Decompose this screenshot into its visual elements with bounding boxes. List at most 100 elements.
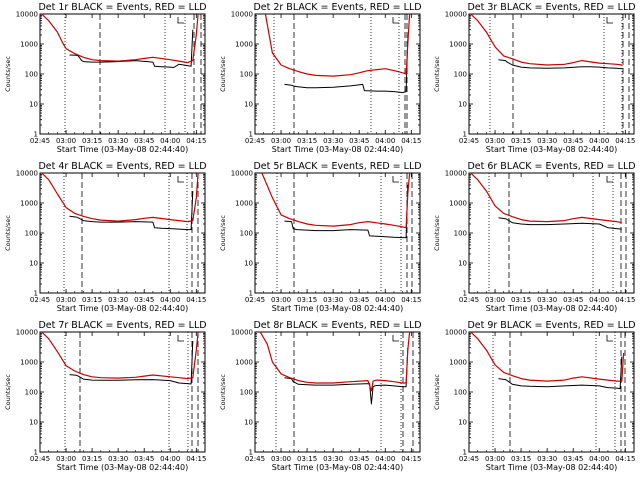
corner-marker	[392, 17, 399, 24]
x-axis-label: Start Time (03-May-08 02:44:40)	[486, 463, 617, 472]
chart-title: Det 4r BLACK = Events, RED = LLD	[38, 161, 206, 172]
y-tick-label: 10000	[445, 11, 467, 19]
y-tick-label: 1000	[235, 41, 253, 49]
events-series-line	[284, 38, 409, 94]
x-tick-label: 03:00	[271, 455, 291, 463]
lld-series-line	[41, 13, 199, 64]
y-axis-label: Counts/sec	[219, 374, 227, 410]
chart-title: Det 6r BLACK = Events, RED = LLD	[467, 161, 635, 172]
x-tick-label: 03:45	[563, 455, 583, 463]
corner-marker	[606, 335, 613, 342]
events-series-line	[69, 191, 194, 231]
x-axis-label: Start Time (03-May-08 02:44:40)	[272, 463, 403, 472]
x-axis-label: Start Time (03-May-08 02:44:40)	[272, 145, 403, 154]
x-tick-label: 03:45	[349, 137, 369, 145]
y-tick-label: 10000	[231, 170, 253, 178]
chart-panel-9: Det 9r BLACK = Events, RED = LLD 1 10 100 10…	[433, 320, 636, 472]
x-tick-label: 02:45	[30, 137, 50, 145]
y-tick-label: 1	[463, 449, 467, 457]
y-tick-label: 10	[458, 419, 467, 427]
x-tick-label: 03:45	[134, 137, 154, 145]
corner-marker	[392, 176, 399, 183]
x-tick-label: 04:00	[160, 296, 180, 304]
x-tick-label: 03:30	[323, 137, 343, 145]
plot-frame	[39, 172, 206, 294]
y-tick-label: 100	[25, 230, 38, 238]
plot-frame	[468, 13, 635, 135]
corner-marker	[606, 176, 613, 183]
x-tick-label: 03:00	[56, 296, 76, 304]
events-series-line	[498, 356, 623, 390]
y-tick-label: 1000	[20, 41, 38, 49]
y-tick-label: 1000	[449, 200, 467, 208]
y-axis-label: Counts/sec	[219, 56, 227, 92]
x-tick-label: 04:00	[589, 455, 609, 463]
y-tick-label: 1	[463, 290, 467, 298]
y-tick-label: 1	[249, 449, 253, 457]
chart-panel-3: Det 3r BLACK = Events, RED = LLD 1 10 100 10…	[433, 2, 636, 154]
x-tick-label: 03:45	[134, 455, 154, 463]
y-tick-label: 10	[29, 101, 38, 109]
plot-frame	[468, 172, 635, 294]
y-tick-label: 100	[454, 71, 467, 79]
y-tick-label: 100	[240, 71, 253, 79]
x-tick-label: 03:15	[297, 137, 317, 145]
chart-title: Det 8r BLACK = Events, RED = LLD	[253, 320, 421, 331]
x-tick-label: 03:30	[537, 137, 557, 145]
x-tick-label: 04:15	[401, 296, 421, 304]
x-tick-label: 03:45	[349, 455, 369, 463]
plot-frame	[468, 331, 635, 453]
lld-series-line	[470, 13, 622, 66]
x-axis-label: Start Time (03-May-08 02:44:40)	[57, 145, 188, 154]
x-tick-label: 04:15	[401, 137, 421, 145]
chart-title: Det 5r BLACK = Events, RED = LLD	[253, 161, 421, 172]
y-tick-label: 1000	[20, 200, 38, 208]
y-tick-label: 100	[25, 389, 38, 397]
lld-series-line	[470, 172, 622, 224]
events-series-line	[498, 217, 622, 230]
y-tick-label: 1000	[235, 200, 253, 208]
y-tick-label: 10000	[231, 329, 253, 337]
x-tick-label: 04:15	[401, 455, 421, 463]
y-tick-label: 1	[463, 131, 467, 139]
y-tick-label: 100	[240, 230, 253, 238]
x-axis-label: Start Time (03-May-08 02:44:40)	[486, 145, 617, 154]
corner-marker	[177, 335, 184, 342]
x-axis-label: Start Time (03-May-08 02:44:40)	[272, 304, 403, 313]
x-tick-label: 04:00	[589, 296, 609, 304]
y-tick-label: 1	[249, 290, 253, 298]
x-tick-label: 02:45	[459, 296, 479, 304]
y-tick-label: 10000	[16, 329, 38, 337]
x-tick-label: 03:30	[108, 296, 128, 304]
x-tick-label: 03:15	[297, 296, 317, 304]
x-tick-label: 03:30	[537, 296, 557, 304]
corner-marker	[606, 17, 613, 24]
chart-title: Det 3r BLACK = Events, RED = LLD	[467, 2, 635, 13]
y-tick-label: 10	[244, 101, 253, 109]
x-tick-label: 04:00	[375, 137, 395, 145]
x-tick-label: 03:45	[563, 296, 583, 304]
y-tick-label: 1000	[449, 359, 467, 367]
chart-panel-6: Det 6r BLACK = Events, RED = LLD 1 10 100 10…	[433, 161, 636, 313]
y-tick-label: 1000	[449, 41, 467, 49]
chart-title: Det 2r BLACK = Events, RED = LLD	[253, 2, 421, 13]
events-series-line	[284, 347, 409, 405]
x-tick-label: 03:30	[323, 296, 343, 304]
y-tick-label: 10	[244, 419, 253, 427]
lld-series-line	[259, 331, 411, 392]
y-tick-label: 100	[454, 389, 467, 397]
x-tick-label: 02:45	[245, 296, 265, 304]
y-tick-label: 1	[249, 131, 253, 139]
x-tick-label: 03:15	[82, 296, 102, 304]
x-tick-label: 04:15	[186, 296, 206, 304]
y-tick-label: 10000	[16, 11, 38, 19]
x-tick-label: 03:30	[323, 455, 343, 463]
y-axis-label: Counts/sec	[433, 215, 441, 251]
y-tick-label: 1	[34, 449, 38, 457]
y-axis-label: Counts/sec	[4, 56, 12, 92]
x-tick-label: 03:30	[537, 455, 557, 463]
chart-panel-8: Det 8r BLACK = Events, RED = LLD 1 10 100 10…	[219, 320, 422, 472]
lld-series-line	[264, 13, 411, 77]
corner-marker	[177, 176, 184, 183]
